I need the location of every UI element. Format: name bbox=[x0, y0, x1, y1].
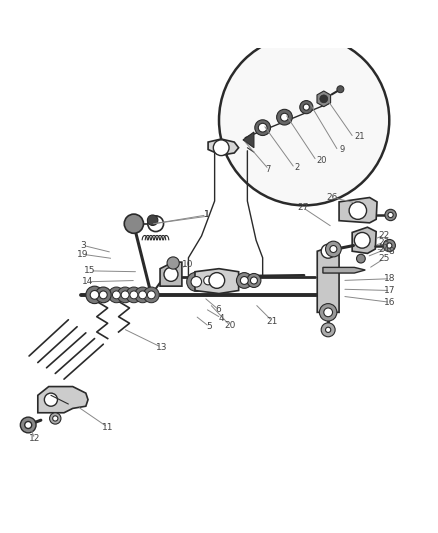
Circle shape bbox=[126, 287, 142, 303]
Text: 21: 21 bbox=[267, 317, 278, 326]
Polygon shape bbox=[317, 247, 339, 312]
Circle shape bbox=[44, 393, 57, 406]
Text: 15: 15 bbox=[85, 266, 96, 276]
Circle shape bbox=[124, 214, 144, 233]
Circle shape bbox=[130, 291, 138, 299]
Text: 27: 27 bbox=[297, 203, 308, 212]
Polygon shape bbox=[317, 91, 331, 107]
Circle shape bbox=[300, 101, 313, 114]
Polygon shape bbox=[208, 139, 239, 155]
Text: 17: 17 bbox=[385, 286, 396, 295]
Polygon shape bbox=[352, 227, 376, 253]
Circle shape bbox=[387, 243, 392, 248]
Circle shape bbox=[255, 120, 271, 135]
Text: 23: 23 bbox=[378, 238, 390, 247]
Circle shape bbox=[199, 272, 217, 289]
Polygon shape bbox=[243, 132, 254, 148]
Circle shape bbox=[209, 272, 225, 288]
Circle shape bbox=[86, 286, 103, 304]
Circle shape bbox=[240, 277, 248, 285]
Circle shape bbox=[117, 287, 133, 303]
Text: 1: 1 bbox=[204, 211, 210, 220]
Circle shape bbox=[121, 291, 129, 299]
Text: 4: 4 bbox=[219, 313, 224, 322]
Circle shape bbox=[321, 323, 335, 337]
Circle shape bbox=[191, 277, 201, 287]
Circle shape bbox=[187, 272, 206, 292]
Text: 20: 20 bbox=[224, 321, 236, 330]
Circle shape bbox=[383, 239, 396, 252]
Circle shape bbox=[95, 287, 111, 303]
Circle shape bbox=[99, 291, 107, 299]
Circle shape bbox=[251, 277, 258, 284]
Circle shape bbox=[109, 287, 124, 303]
Text: 22: 22 bbox=[378, 231, 390, 239]
Polygon shape bbox=[160, 262, 182, 286]
Circle shape bbox=[90, 290, 99, 299]
Text: 18: 18 bbox=[385, 274, 396, 283]
Circle shape bbox=[281, 113, 288, 121]
Circle shape bbox=[49, 413, 61, 424]
Circle shape bbox=[325, 327, 331, 333]
Polygon shape bbox=[195, 269, 239, 294]
Circle shape bbox=[247, 273, 261, 287]
Text: 25: 25 bbox=[378, 254, 390, 263]
Circle shape bbox=[319, 304, 337, 321]
Circle shape bbox=[385, 209, 396, 221]
Circle shape bbox=[388, 212, 393, 217]
Text: 16: 16 bbox=[385, 298, 396, 307]
Circle shape bbox=[303, 104, 309, 110]
Text: 2: 2 bbox=[294, 163, 300, 172]
Polygon shape bbox=[339, 198, 377, 223]
Text: 14: 14 bbox=[81, 277, 93, 286]
Text: 21: 21 bbox=[354, 132, 365, 141]
Text: 9: 9 bbox=[339, 146, 344, 155]
Text: 20: 20 bbox=[316, 156, 327, 165]
Circle shape bbox=[330, 246, 337, 253]
Circle shape bbox=[204, 276, 212, 285]
Circle shape bbox=[213, 140, 229, 156]
Text: 8: 8 bbox=[389, 247, 394, 256]
Text: 3: 3 bbox=[81, 241, 87, 250]
Circle shape bbox=[135, 287, 150, 303]
Circle shape bbox=[219, 35, 389, 205]
Circle shape bbox=[357, 254, 365, 263]
Circle shape bbox=[349, 202, 367, 220]
Circle shape bbox=[148, 216, 163, 231]
Circle shape bbox=[148, 291, 155, 299]
Circle shape bbox=[324, 308, 332, 317]
Circle shape bbox=[148, 215, 158, 225]
Text: 11: 11 bbox=[102, 423, 113, 432]
Text: 6: 6 bbox=[215, 305, 221, 314]
Circle shape bbox=[321, 244, 335, 258]
Circle shape bbox=[53, 416, 58, 421]
Text: 19: 19 bbox=[77, 250, 88, 259]
Circle shape bbox=[25, 422, 32, 429]
Circle shape bbox=[354, 232, 370, 248]
Circle shape bbox=[139, 291, 147, 299]
Polygon shape bbox=[323, 268, 365, 273]
Text: 7: 7 bbox=[265, 165, 270, 174]
Circle shape bbox=[277, 109, 292, 125]
Text: 24: 24 bbox=[378, 245, 390, 254]
Text: 10: 10 bbox=[182, 260, 193, 269]
Text: 26: 26 bbox=[327, 193, 338, 202]
Circle shape bbox=[320, 95, 328, 103]
Circle shape bbox=[167, 257, 179, 269]
Text: 1: 1 bbox=[204, 211, 210, 220]
Circle shape bbox=[113, 291, 120, 299]
Circle shape bbox=[20, 417, 36, 433]
Text: 12: 12 bbox=[29, 434, 40, 443]
Polygon shape bbox=[38, 386, 88, 413]
Circle shape bbox=[237, 272, 252, 288]
Text: 13: 13 bbox=[155, 343, 167, 352]
Circle shape bbox=[337, 86, 344, 93]
Circle shape bbox=[164, 268, 178, 281]
Circle shape bbox=[144, 287, 159, 303]
Circle shape bbox=[325, 241, 341, 257]
Circle shape bbox=[258, 123, 267, 132]
Text: 5: 5 bbox=[207, 322, 212, 331]
